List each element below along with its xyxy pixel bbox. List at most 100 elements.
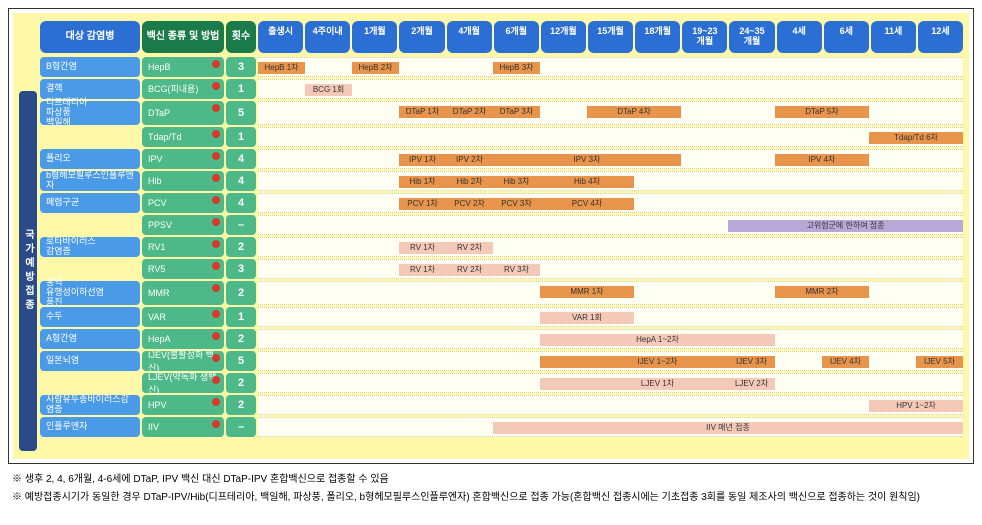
schedule-row: 폐렴구균PCV4PCV 1차PCV 2차PCV 3차PCV 4차 [40, 193, 963, 213]
count-cell: 2 [226, 281, 256, 305]
disease-cell: 로타바이러스감염증 [40, 237, 140, 257]
dose-bar: RV 2차 [446, 242, 493, 254]
count-cell: 4 [226, 171, 256, 191]
dose-bar: MMR 1차 [540, 286, 634, 298]
dose-bar: RV 2차 [446, 264, 493, 276]
timeline: LJEV 1차LJEV 2차 [258, 373, 963, 393]
schedule-row: 사람유두종바이러스감염증HPV2HPV 1~2차 [40, 395, 963, 415]
timeline: HepA 1~2차 [258, 329, 963, 349]
dose-bar: PCV 4차 [540, 198, 634, 210]
schedule-row: 폴리오IPV4IPV 1차IPV 2차IPV 3차IPV 4차 [40, 149, 963, 169]
info-dot-icon [212, 174, 220, 182]
info-dot-icon [212, 196, 220, 204]
timeline: HepB 1차 HepB 2차 HepB 3차 [258, 57, 963, 77]
dose-bar: HPV 1~2차 [869, 400, 963, 412]
info-dot-icon [212, 376, 220, 384]
dose-bar: HepB 1차 [258, 62, 305, 74]
dose-bar: HepA 1~2차 [540, 334, 775, 346]
count-cell: 2 [226, 395, 256, 415]
schedule-row: 일본뇌염IJEV(불활성화 백신)5IJEV 1~2차IJEV 3차IJEV 4… [40, 351, 963, 371]
info-dot-icon [212, 420, 220, 428]
schedule-row: 결핵BCG(피내용)1BCG 1회 [40, 79, 963, 99]
dose-bar: HepB 3차 [493, 62, 540, 74]
footnote-1: ※ 생후 2, 4, 6개월, 4-6세에 DTaP, IPV 백신 대신 DT… [12, 472, 970, 488]
dose-bar: RV 1차 [399, 242, 446, 254]
count-cell: 2 [226, 373, 256, 393]
info-dot-icon [212, 262, 220, 270]
dose-bar: HepB 2차 [352, 62, 399, 74]
schedule-row: 인플루엔자IIV–IIV 매년 접종 [40, 417, 963, 437]
vaccine-cell: LJEV(약독화 생백신) [142, 373, 224, 393]
dose-bar: MMR 2차 [775, 286, 869, 298]
info-dot-icon [212, 332, 220, 340]
schedule-grid: 대상 감염병 백신 종류 및 방법 횟수 출생시4주이내1개월2개월4개월6개월… [40, 21, 963, 451]
schedule-row: b형헤모필루스인플루엔자Hib4Hib 1차Hib 2차Hib 3차Hib 4차 [40, 171, 963, 191]
dose-bar: Hib 3차 [493, 176, 540, 188]
dose-bar: IPV 2차 [446, 154, 493, 166]
dose-bar: IIV 매년 접종 [493, 422, 963, 434]
info-dot-icon [212, 398, 220, 406]
header-count: 횟수 [226, 21, 256, 53]
disease-cell: 인플루엔자 [40, 417, 140, 437]
vaccine-cell: IIV [142, 417, 224, 437]
header-age-11: 4세 [777, 21, 822, 53]
vaccine-cell: HepA [142, 329, 224, 349]
count-cell: 1 [226, 79, 256, 99]
header-age-2: 1개월 [352, 21, 397, 53]
footnote-2: ※ 예방접종시기가 동일한 경우 DTaP-IPV/Hib(디프테리아, 백일해… [12, 490, 970, 506]
dose-bar: Tdap/Td 6차 [869, 132, 963, 144]
vaccine-cell: RV1 [142, 237, 224, 257]
count-cell: 2 [226, 329, 256, 349]
disease-cell: B형간염 [40, 57, 140, 77]
timeline: VAR 1회 [258, 307, 963, 327]
schedule-row: B형간염HepB3HepB 1차HepB 2차HepB 3차 [40, 57, 963, 77]
timeline: IIV 매년 접종 [258, 417, 963, 437]
timeline: Tdap/Td 6차 [258, 127, 963, 147]
schedule-row: 수두VAR1VAR 1회 [40, 307, 963, 327]
category-label: 국가예방접종 [19, 91, 37, 451]
timeline: DTaP 1차DTaP 2차DTaP 3차DTaP 4차DTaP 5차 [258, 101, 963, 125]
count-cell: 4 [226, 193, 256, 213]
timeline: BCG 1회 [258, 79, 963, 99]
dose-bar: PCV 1차 [399, 198, 446, 210]
header-age-14: 12세 [918, 21, 963, 53]
dose-bar: IJEV 4차 [822, 356, 869, 368]
header-age-7: 15개월 [588, 21, 633, 53]
header-disease: 대상 감염병 [40, 21, 140, 53]
dose-bar: LJEV 2차 [728, 378, 775, 390]
schedule-row: 로타바이러스감염증RV12RV 1차RV 2차 [40, 237, 963, 257]
vaccine-cell: HPV [142, 395, 224, 415]
schedule-row: LJEV(약독화 생백신)2LJEV 1차LJEV 2차 [40, 373, 963, 393]
disease-cell: 결핵 [40, 79, 140, 99]
disease-cell: b형헤모필루스인플루엔자 [40, 171, 140, 191]
vaccine-cell: PCV [142, 193, 224, 213]
dose-bar: DTaP 2차 [446, 106, 493, 118]
header-age-10: 24~35개월 [729, 21, 774, 53]
timeline: IPV 1차IPV 2차IPV 3차IPV 4차 [258, 149, 963, 169]
vaccine-cell: IJEV(불활성화 백신) [142, 351, 224, 371]
dose-bar: BCG 1회 [305, 84, 352, 96]
header-vaccine: 백신 종류 및 방법 [142, 21, 224, 53]
info-dot-icon [212, 104, 220, 112]
dose-bar: Hib 1차 [399, 176, 446, 188]
vaccine-cell: IPV [142, 149, 224, 169]
count-cell: 5 [226, 351, 256, 371]
timeline: HPV 1~2차 [258, 395, 963, 415]
schedule-row: 홍역유행성이하선염풍진MMR2MMR 1차MMR 2차 [40, 281, 963, 305]
dose-bar: PCV 2차 [446, 198, 493, 210]
timeline: RV 1차RV 2차RV 3차 [258, 259, 963, 279]
info-dot-icon [212, 130, 220, 138]
dose-bar: DTaP 4차 [587, 106, 681, 118]
info-dot-icon [212, 284, 220, 292]
footnotes: ※ 생후 2, 4, 6개월, 4-6세에 DTaP, IPV 백신 대신 DT… [12, 472, 970, 506]
dose-bar: IPV 3차 [493, 154, 681, 166]
timeline: IJEV 1~2차IJEV 3차IJEV 4차IJEV 5차 [258, 351, 963, 371]
age-headers: 출생시4주이내1개월2개월4개월6개월12개월15개월18개월19~23개월24… [258, 21, 963, 53]
disease-cell: 디프테리아파상풍백일해 [40, 101, 140, 125]
vaccine-cell: DTaP [142, 101, 224, 125]
disease-cell: 일본뇌염 [40, 351, 140, 371]
disease-cell: 폴리오 [40, 149, 140, 169]
schedule-row: PPSV–고위험군에 한하여 접종 [40, 215, 963, 235]
header-age-12: 6세 [824, 21, 869, 53]
disease-cell: 폐렴구균 [40, 193, 140, 213]
